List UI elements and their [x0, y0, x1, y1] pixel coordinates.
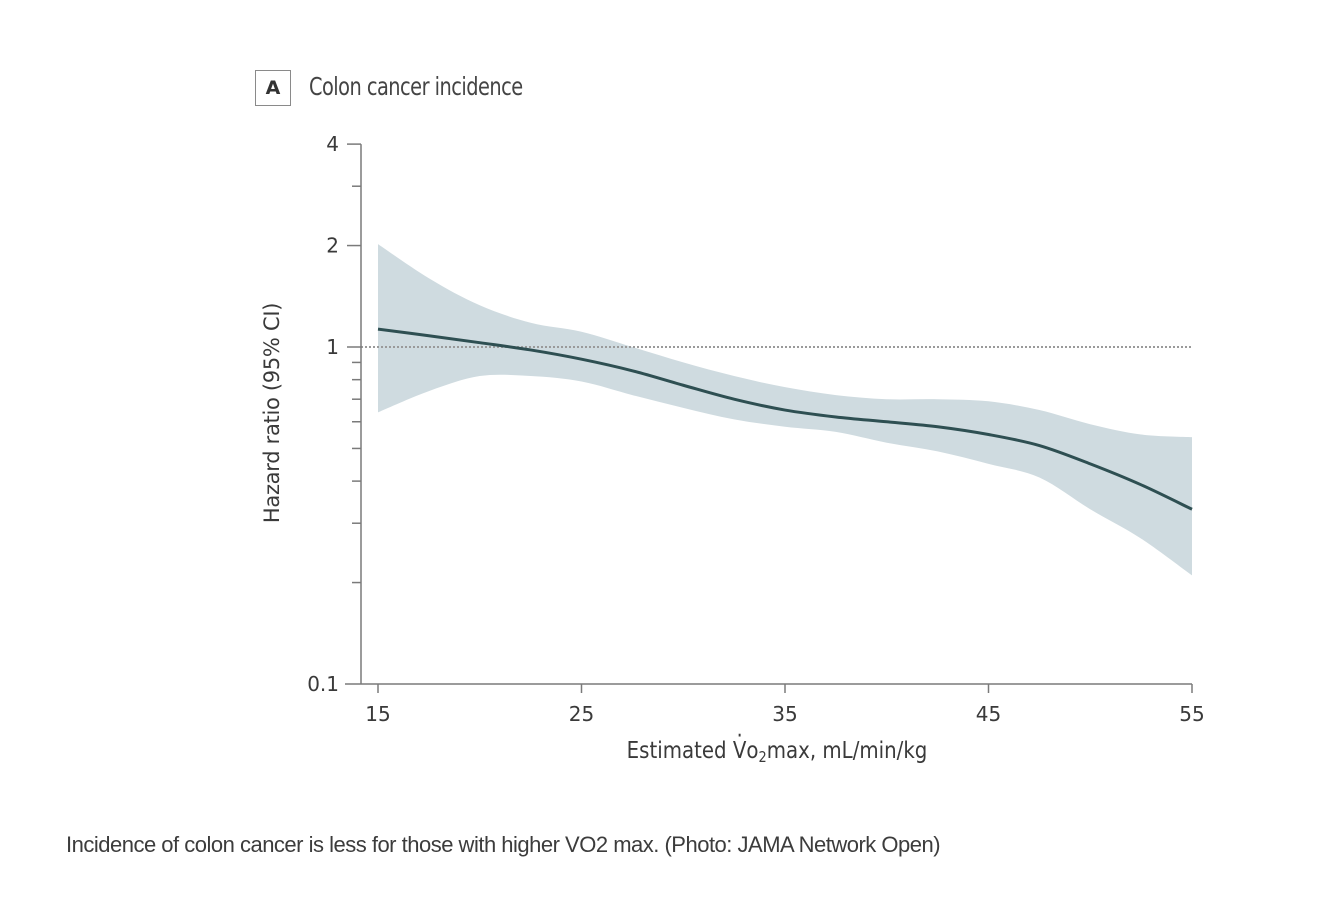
hazard-ratio-line: [377, 327, 1193, 511]
y-axis-label: Hazard ratio (95% CI): [260, 302, 284, 524]
x-tick-label: 15: [365, 702, 390, 726]
y-tick-label: 0.1: [307, 672, 339, 696]
x-axis-label: Estimated Vo2max, mL/min/kg: [627, 738, 928, 766]
y-tick-label: 4: [326, 132, 339, 156]
x-axis-label-sub: 2: [758, 748, 767, 766]
x-tick-label: 55: [1179, 702, 1204, 726]
x-axis-label-rest: max, mL/min/kg: [766, 738, 928, 764]
x-tick-label: 35: [772, 702, 797, 726]
x-axis-label-prefix: Estimated: [626, 738, 733, 764]
x-tick-label: 45: [976, 702, 1001, 726]
x-axis-label-v: V: [733, 738, 747, 764]
x-axis-label-o: o: [746, 738, 759, 764]
figure-caption: Incidence of colon cancer is less for th…: [66, 832, 941, 857]
chart-title: Colon cancer incidence: [309, 72, 523, 101]
y-tick-label: 1: [326, 335, 339, 359]
x-tick-label: 25: [569, 702, 594, 726]
y-tick-label: 2: [326, 234, 339, 258]
panel-label: A: [255, 70, 291, 106]
